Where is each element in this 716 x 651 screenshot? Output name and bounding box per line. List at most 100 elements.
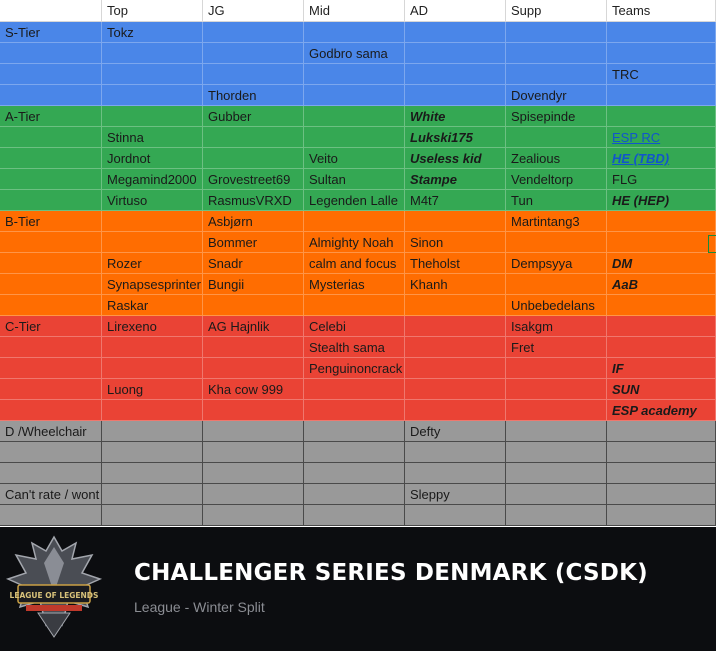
table-cell[interactable] [405,337,506,358]
tier-label-cell[interactable] [0,85,102,106]
table-cell[interactable]: Luong [102,379,203,400]
table-cell[interactable] [102,358,203,379]
table-cell[interactable]: SUN [607,379,716,400]
tier-label-cell[interactable] [0,127,102,148]
table-cell[interactable]: White [405,106,506,127]
table-cell[interactable]: Grovestreet69 [203,169,304,190]
table-cell[interactable] [506,127,607,148]
table-cell[interactable] [405,85,506,106]
table-cell[interactable] [405,22,506,43]
table-cell[interactable]: DM [607,253,716,274]
tier-label-cell[interactable] [0,253,102,274]
table-cell[interactable] [203,484,304,505]
table-cell[interactable] [607,211,716,232]
table-cell[interactable] [506,22,607,43]
table-cell[interactable] [304,64,405,85]
table-cell[interactable]: ESP academy [607,400,716,421]
table-cell[interactable] [304,484,405,505]
table-cell[interactable]: Lukski175 [405,127,506,148]
table-cell[interactable] [607,85,716,106]
tier-label-cell[interactable] [0,463,102,484]
table-cell[interactable]: Kha cow 999 [203,379,304,400]
table-cell[interactable] [405,463,506,484]
table-cell[interactable]: Raskar [102,295,203,316]
table-cell[interactable]: Isakgm [506,316,607,337]
tier-label-cell[interactable] [0,505,102,526]
table-cell[interactable]: Rozer [102,253,203,274]
tier-label-cell[interactable] [0,400,102,421]
table-cell[interactable] [506,64,607,85]
table-cell[interactable]: Celebi [304,316,405,337]
table-cell[interactable] [203,442,304,463]
table-cell[interactable]: Khanh [405,274,506,295]
tier-label-cell[interactable] [0,274,102,295]
table-cell[interactable] [203,337,304,358]
table-cell[interactable] [405,400,506,421]
table-cell[interactable]: Jordnot [102,148,203,169]
table-cell[interactable] [506,442,607,463]
table-cell[interactable] [405,211,506,232]
tier-label-cell[interactable]: Can't rate / wont rate [0,484,102,505]
table-cell[interactable] [102,463,203,484]
table-cell[interactable]: TRC [607,64,716,85]
table-cell[interactable] [203,64,304,85]
column-header[interactable]: Top [102,0,203,22]
table-cell[interactable]: Spisepinde [506,106,607,127]
table-cell[interactable] [607,442,716,463]
table-cell[interactable] [506,43,607,64]
table-cell[interactable] [506,505,607,526]
table-cell[interactable] [304,463,405,484]
tier-label-cell[interactable] [0,232,102,253]
tier-label-cell[interactable] [0,169,102,190]
tier-label-cell[interactable] [0,64,102,85]
table-cell[interactable]: AaB [607,274,716,295]
table-cell[interactable] [506,421,607,442]
table-cell[interactable]: Snadr [203,253,304,274]
table-cell[interactable] [607,463,716,484]
column-header[interactable]: JG [203,0,304,22]
column-header[interactable]: Teams [607,0,716,22]
table-cell[interactable] [203,463,304,484]
table-cell[interactable]: Stinna [102,127,203,148]
table-cell[interactable]: FLG [607,169,716,190]
table-cell[interactable] [203,295,304,316]
table-cell[interactable] [607,22,716,43]
table-cell[interactable]: Zealious [506,148,607,169]
table-cell[interactable] [304,442,405,463]
table-cell[interactable] [405,505,506,526]
table-cell[interactable]: Synapsesprinter [102,274,203,295]
table-cell[interactable] [304,295,405,316]
table-cell[interactable]: Almighty Noah [304,232,405,253]
table-cell[interactable] [304,85,405,106]
table-cell[interactable] [203,358,304,379]
table-cell[interactable] [607,505,716,526]
table-cell[interactable]: Martintang3 [506,211,607,232]
table-cell[interactable] [405,64,506,85]
table-cell[interactable] [405,358,506,379]
table-cell[interactable]: Sleppy [405,484,506,505]
table-cell[interactable] [607,484,716,505]
table-cell[interactable] [405,43,506,64]
tier-label-cell[interactable] [0,295,102,316]
table-cell[interactable]: Defty [405,421,506,442]
table-cell[interactable]: Fret [506,337,607,358]
table-cell[interactable] [102,211,203,232]
table-cell[interactable]: Virtuso [102,190,203,211]
table-cell[interactable] [102,232,203,253]
table-cell[interactable] [607,295,716,316]
table-cell[interactable]: Godbro sama [304,43,405,64]
tier-label-cell[interactable] [0,442,102,463]
table-cell[interactable] [304,400,405,421]
table-cell[interactable] [304,421,405,442]
table-cell[interactable]: Thorden [203,85,304,106]
table-cell[interactable] [405,316,506,337]
table-cell[interactable] [102,421,203,442]
tier-label-cell[interactable] [0,43,102,64]
tier-label-cell[interactable] [0,358,102,379]
table-cell[interactable] [304,22,405,43]
table-cell[interactable] [506,463,607,484]
table-cell[interactable] [304,211,405,232]
table-cell[interactable] [102,85,203,106]
table-cell[interactable]: AG Hajnlik [203,316,304,337]
table-cell[interactable]: Vendeltorp [506,169,607,190]
